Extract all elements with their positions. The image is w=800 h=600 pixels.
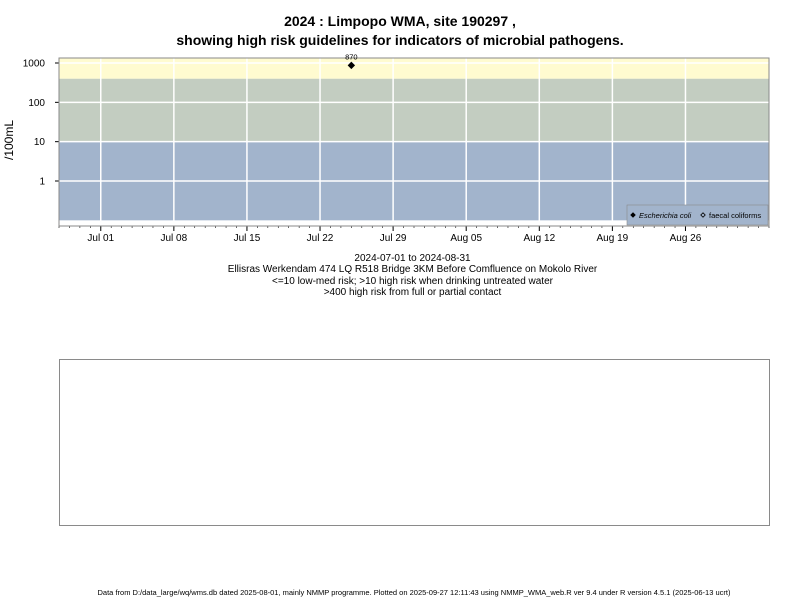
caption-date-range: 2024-07-01 to 2024-08-31: [354, 253, 471, 264]
y-axis-label: /100mL: [2, 120, 16, 160]
x-tick-label-4: Jul 29: [380, 233, 407, 244]
x-tick-label-8: Aug 26: [670, 233, 702, 244]
legend-marker-1: [700, 212, 706, 218]
caption-risk-line2: >400 high risk from full or partial cont…: [323, 287, 502, 298]
x-tick-label-2: Jul 15: [234, 233, 261, 244]
footer-note: Data from D:/data_large/wq/wms.db dated …: [97, 588, 731, 597]
y-tick-label-2: 100: [28, 98, 45, 109]
x-tick-label-0: Jul 01: [87, 233, 114, 244]
caption-risk-line1: <=10 low-med risk; >10 high risk when dr…: [272, 276, 553, 287]
legend-label-0: Escherichia coli: [639, 211, 691, 220]
y-tick-label-0: 1: [39, 177, 45, 188]
legend-label-1: faecal coliforms: [709, 211, 761, 220]
microbial-risk-chart: Jul 01 Jul 08 Jul 15 Jul 22 Jul 29 Aug 05 Aug …: [2, 52, 770, 244]
legend-box: [626, 204, 769, 226]
data-label-0-0: 870: [345, 52, 358, 61]
y-tick-label-1: 10: [34, 137, 46, 148]
plot-frame: [58, 57, 770, 227]
empty-secondary-panel: [59, 359, 770, 526]
x-tick-label-6: Aug 12: [523, 233, 555, 244]
x-tick-label-7: Aug 19: [597, 233, 629, 244]
chart-title-line2: showing high risk guidelines for indicat…: [176, 32, 624, 48]
x-tick-label-1: Jul 08: [161, 233, 188, 244]
x-tick-label-5: Aug 05: [450, 233, 482, 244]
data-point-0-0: [347, 61, 356, 70]
risk-band-2: [59, 58, 769, 79]
risk-band-1: [59, 78, 769, 142]
y-tick-label-3: 1000: [23, 59, 46, 70]
caption-site: Ellisras Werkendam 474 LQ R518 Bridge 3K…: [227, 264, 598, 275]
x-tick-label-3: Jul 22: [307, 233, 334, 244]
legend-marker-0: [630, 212, 636, 218]
chart-title-line1: 2024 : Limpopo WMA, site 190297 ,: [284, 13, 516, 29]
